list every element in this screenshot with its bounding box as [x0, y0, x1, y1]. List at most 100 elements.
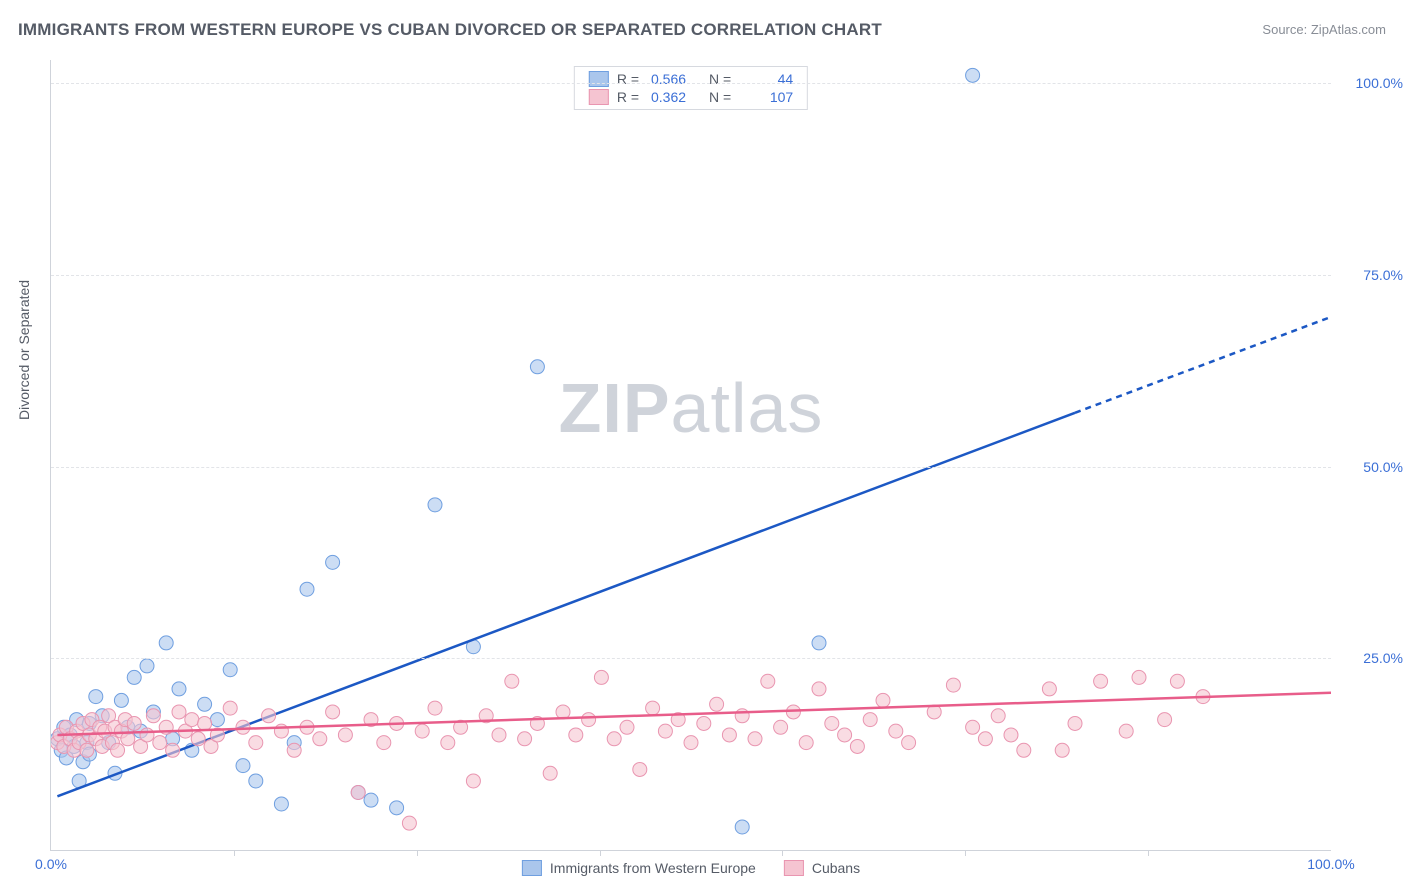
data-point — [223, 663, 237, 677]
x-tick-minor — [417, 850, 418, 856]
y-tick-label: 50.0% — [1363, 459, 1403, 475]
data-point — [351, 785, 365, 799]
data-point — [735, 820, 749, 834]
data-point — [111, 743, 125, 757]
y-tick-label: 75.0% — [1363, 267, 1403, 283]
data-point — [98, 724, 112, 738]
data-point — [236, 759, 250, 773]
data-point — [80, 736, 94, 750]
data-point — [594, 670, 608, 684]
source-link[interactable]: ZipAtlas.com — [1311, 22, 1386, 37]
data-point — [185, 713, 199, 727]
data-point — [428, 701, 442, 715]
data-point — [146, 705, 160, 719]
data-point — [166, 743, 180, 757]
data-point — [51, 736, 64, 750]
scatter-svg — [51, 60, 1331, 850]
data-point — [114, 693, 128, 707]
data-point — [1158, 713, 1172, 727]
legend-r-label: R = — [617, 89, 639, 105]
data-point — [89, 690, 103, 704]
data-point — [1170, 674, 1184, 688]
data-point — [1196, 690, 1210, 704]
data-point — [774, 720, 788, 734]
data-point — [140, 659, 154, 673]
data-point — [102, 709, 116, 723]
source-attribution: Source: ZipAtlas.com — [1262, 22, 1386, 37]
data-point — [287, 736, 301, 750]
legend-n-label: N = — [709, 89, 731, 105]
data-point — [902, 736, 916, 750]
data-point — [185, 743, 199, 757]
data-point — [377, 736, 391, 750]
data-point — [93, 720, 107, 734]
data-point — [236, 720, 250, 734]
data-point — [863, 713, 877, 727]
data-point — [262, 709, 276, 723]
data-point — [966, 720, 980, 734]
data-point — [67, 743, 81, 757]
trend-line — [57, 413, 1075, 796]
data-point — [556, 705, 570, 719]
data-point — [191, 732, 205, 746]
legend-r-value: 0.362 — [651, 89, 701, 105]
legend-swatch — [589, 71, 609, 87]
data-point — [172, 682, 186, 696]
data-point — [850, 739, 864, 753]
y-tick-label: 100.0% — [1356, 75, 1403, 91]
data-point — [274, 797, 288, 811]
data-point — [313, 732, 327, 746]
data-point — [67, 739, 81, 753]
data-point — [876, 693, 890, 707]
data-point — [82, 716, 96, 730]
data-point — [991, 709, 1005, 723]
data-point — [505, 674, 519, 688]
data-point — [102, 736, 116, 750]
series-legend-item: Immigrants from Western Europe — [522, 860, 756, 876]
data-point — [441, 736, 455, 750]
data-point — [121, 732, 135, 746]
data-point — [59, 720, 73, 734]
watermark-light: atlas — [671, 369, 824, 447]
data-point — [454, 720, 468, 734]
data-point — [799, 736, 813, 750]
data-point — [85, 713, 99, 727]
legend-swatch — [589, 89, 609, 105]
x-tick-label: 100.0% — [1307, 856, 1354, 872]
data-point — [633, 762, 647, 776]
x-tick-minor — [782, 850, 783, 856]
data-point — [127, 670, 141, 684]
data-point — [57, 739, 71, 753]
data-point — [210, 728, 224, 742]
data-point — [825, 716, 839, 730]
y-tick-label: 25.0% — [1363, 650, 1403, 666]
data-point — [105, 736, 119, 750]
data-point — [178, 724, 192, 738]
data-point — [54, 743, 68, 757]
data-point — [946, 678, 960, 692]
data-point — [402, 816, 416, 830]
data-point — [326, 705, 340, 719]
data-point — [198, 716, 212, 730]
data-point — [735, 709, 749, 723]
data-point — [95, 739, 109, 753]
data-point — [95, 709, 109, 723]
data-point — [1004, 728, 1018, 742]
data-point — [479, 709, 493, 723]
data-point — [543, 766, 557, 780]
source-label: Source: — [1262, 22, 1307, 37]
data-point — [72, 774, 86, 788]
trend-line — [57, 693, 1331, 735]
data-point — [118, 713, 132, 727]
data-point — [530, 360, 544, 374]
legend-r-label: R = — [617, 71, 639, 87]
data-point — [82, 747, 96, 761]
data-point — [1017, 743, 1031, 757]
data-point — [59, 751, 73, 765]
data-point — [108, 720, 122, 734]
data-point — [223, 701, 237, 715]
data-point — [786, 705, 800, 719]
legend-row: R =0.566N =44 — [589, 71, 793, 87]
data-point — [569, 728, 583, 742]
trend-line-dashed — [1075, 317, 1331, 413]
